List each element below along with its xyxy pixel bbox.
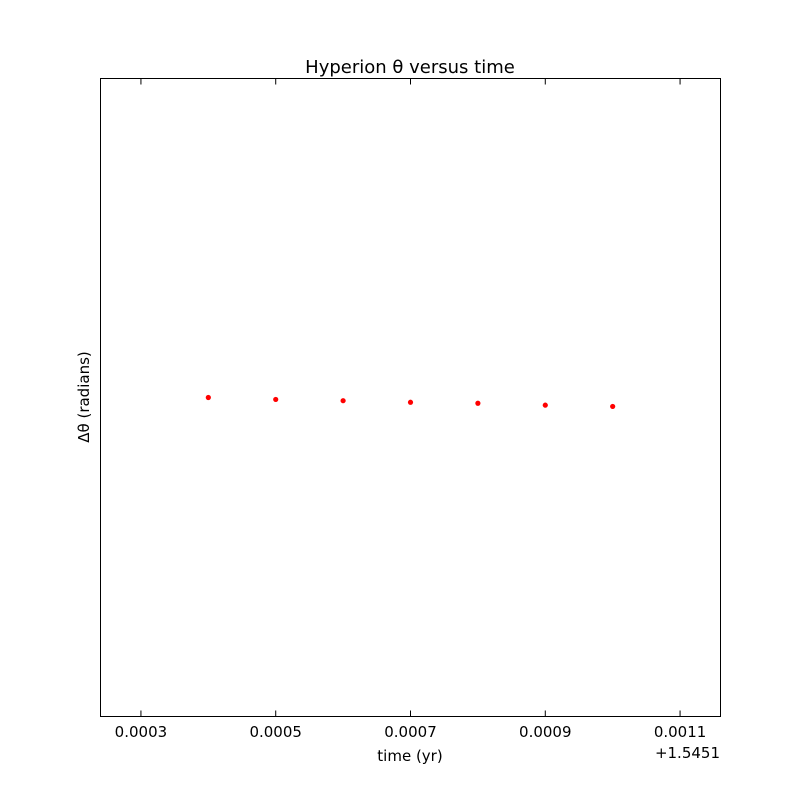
data-point <box>407 399 414 405</box>
data-point <box>475 400 481 406</box>
x-tick-label: 0.0005 <box>249 723 302 741</box>
y-axis-label: Δθ (radians) <box>75 351 93 442</box>
data-point <box>205 394 211 401</box>
data-points <box>205 394 616 410</box>
data-point <box>610 403 616 410</box>
plot-area <box>100 78 721 717</box>
x-axis-offset-label: +1.5451 <box>655 744 720 762</box>
data-point <box>340 398 346 404</box>
data-point <box>542 402 548 408</box>
x-tick-label: 0.0009 <box>519 723 572 741</box>
x-tick-label: 0.0007 <box>384 723 437 741</box>
x-axis-ticks: 0.0003 0.0005 0.0007 0.0009 0.0011 <box>115 78 707 741</box>
x-tick-label: 0.0011 <box>654 723 707 741</box>
x-tick-label: 0.0003 <box>115 723 168 741</box>
data-point <box>273 396 279 403</box>
x-axis-label: time (yr) <box>377 747 442 765</box>
chart-title: Hyperion θ versus time <box>305 57 515 78</box>
